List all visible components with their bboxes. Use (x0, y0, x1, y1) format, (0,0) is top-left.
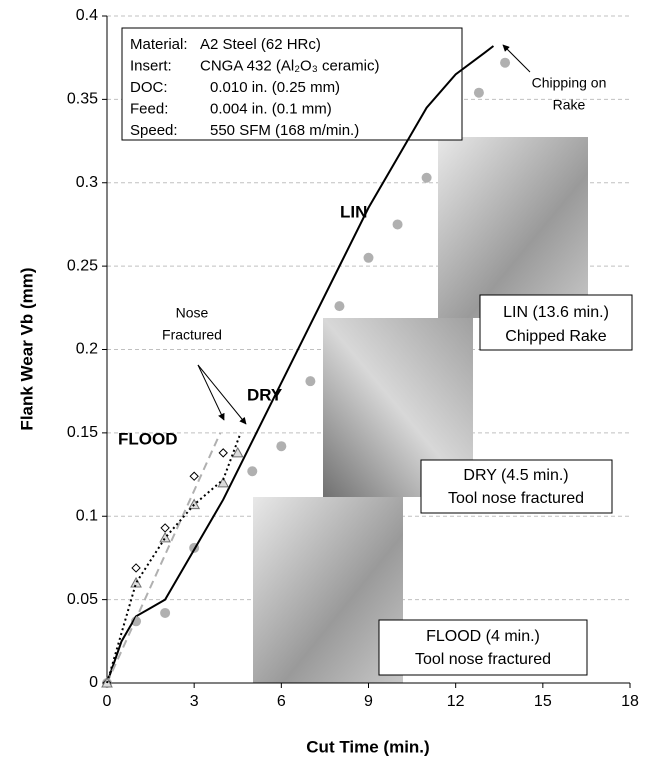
y-axis-title: Flank Wear Vb (mm) (17, 267, 36, 430)
data-point (500, 57, 511, 68)
photo-flood (253, 497, 403, 683)
y-tick-label: 0.35 (67, 91, 98, 108)
annotation: FLOOD (118, 429, 178, 448)
annotation: LIN (340, 202, 367, 221)
caption: DRY (4.5 min.) (463, 467, 568, 484)
y-tick-label: 0.1 (76, 507, 98, 524)
data-point (188, 498, 201, 510)
data-point (305, 376, 316, 387)
arrow (502, 44, 531, 73)
x-tick-label: 15 (534, 693, 552, 710)
info-label: Speed: (130, 122, 178, 139)
caption: Tool nose fractured (448, 490, 584, 507)
info-value: A2 Steel (62 HRc) (200, 36, 321, 53)
y-tick-label: 0.15 (67, 424, 98, 441)
annotation: Rake (553, 97, 586, 113)
annotation: Fractured (162, 327, 222, 343)
x-tick-label: 0 (103, 693, 112, 710)
info-value: 0.004 in. (0.1 mm) (210, 100, 332, 117)
x-tick-label: 12 (447, 693, 465, 710)
photo-lin (438, 137, 588, 318)
data-point (363, 252, 374, 263)
data-point (473, 87, 484, 98)
data-point (231, 446, 244, 458)
info-value: 0.010 in. (0.25 mm) (210, 79, 340, 96)
data-point (218, 448, 228, 458)
y-tick-label: 0.25 (67, 257, 98, 274)
x-tick-label: 18 (621, 693, 639, 710)
caption: FLOOD (4 min.) (426, 628, 540, 645)
x-tick-label: 9 (364, 693, 373, 710)
data-point (160, 607, 171, 618)
info-label: Insert: (130, 57, 172, 74)
data-point (189, 471, 199, 481)
info-box (121, 27, 463, 141)
annotation: Chipping on (532, 75, 607, 91)
info-label: DOC: (130, 79, 168, 96)
data-point (159, 531, 171, 543)
data-point (392, 219, 403, 230)
info-label: Material: (130, 36, 188, 53)
fit-line (106, 45, 495, 684)
data-point (247, 466, 258, 477)
y-tick-label: 0.4 (76, 7, 98, 24)
caption-box (378, 619, 588, 676)
arrow (197, 364, 247, 425)
annotation: DRY (247, 385, 283, 404)
arrow (197, 364, 225, 421)
y-tick-label: 0.05 (67, 591, 98, 608)
data-point (131, 563, 141, 573)
caption: Chipped Rake (505, 328, 607, 345)
data-point (130, 576, 142, 588)
info-value: CNGA 432 (Al₂O₃ ceramic) (200, 57, 379, 74)
data-point (334, 301, 345, 312)
fit-line (106, 432, 222, 684)
caption: Tool nose fractured (415, 651, 551, 668)
info-value: 550 SFM (168 m/min.) (210, 122, 359, 139)
y-tick-label: 0.2 (76, 341, 98, 358)
caption-box (420, 459, 613, 514)
caption-box (479, 294, 633, 351)
data-point (421, 172, 432, 183)
y-tick-label: 0.3 (76, 174, 98, 191)
x-tick-label: 3 (190, 693, 199, 710)
x-tick-label: 6 (277, 693, 286, 710)
annotation: Nose (176, 305, 209, 321)
data-point (276, 441, 287, 452)
y-tick-label: 0 (89, 674, 98, 691)
x-axis-title: Cut Time (min.) (306, 737, 429, 756)
data-point (160, 523, 170, 533)
fit-line (106, 432, 242, 684)
info-label: Feed: (130, 100, 168, 117)
caption: LIN (13.6 min.) (503, 304, 609, 321)
